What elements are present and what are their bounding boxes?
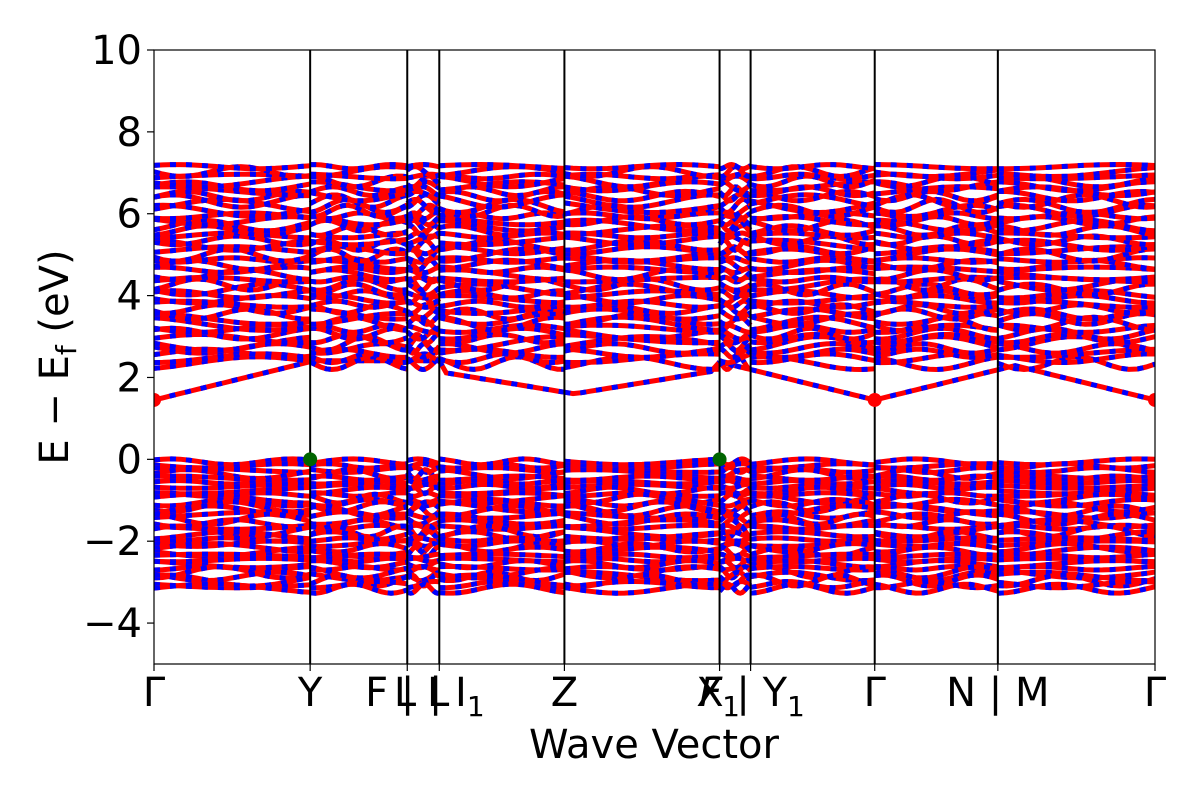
y-axis-ticks: −4 −2 0 2 4 6 8 10 xyxy=(83,28,154,647)
x-tick-label: X | Y1 xyxy=(696,670,805,723)
band-line-spin-down xyxy=(154,237,1155,253)
band-line-spin-down xyxy=(154,322,1155,335)
band-line-spin-down xyxy=(154,478,1155,487)
y-tick-label: −2 xyxy=(83,519,142,565)
cbm-marker xyxy=(867,392,882,407)
band-line-spin-down xyxy=(154,298,1155,310)
band-line-spin-down xyxy=(154,535,1155,544)
x-tick-label: Γ xyxy=(143,670,166,716)
x-tick-label: F1 xyxy=(699,670,740,723)
band-line-spin-down xyxy=(154,481,1155,491)
y-tick-label: 8 xyxy=(117,110,142,156)
y-axis-label-sub: f xyxy=(50,344,83,355)
y-tick-label: 10 xyxy=(91,28,142,74)
band-line-spin-down xyxy=(154,467,1155,482)
x-tick-label: L | I1 xyxy=(394,670,485,723)
x-tick-label: N | M xyxy=(946,670,1049,716)
plot-frame xyxy=(153,49,1156,665)
y-tick-label: 6 xyxy=(117,192,142,238)
x-axis-ticks: Γ Y F | LL | I1 Z F1X | Y1 Γ N | M Γ xyxy=(143,664,1167,723)
x-axis-label: Wave Vector xyxy=(529,722,780,768)
y-axis-label-main: E − E xyxy=(32,355,78,465)
cbm-marker xyxy=(154,392,161,407)
band-line-spin-down xyxy=(154,267,1155,283)
y-tick-label: −4 xyxy=(83,601,142,647)
band-line-spin-down xyxy=(154,538,1155,549)
x-tick-label: Γ xyxy=(864,670,887,716)
x-tick-label: Z xyxy=(551,670,578,716)
band-line-spin-down xyxy=(154,456,1155,468)
y-tick-label: 2 xyxy=(117,355,142,401)
y-tick-label: 4 xyxy=(117,274,142,320)
band-line-spin-down xyxy=(154,217,1155,234)
band-line-spin-down xyxy=(154,161,1155,172)
band-line-spin-down xyxy=(154,257,1155,273)
cbm-marker xyxy=(1148,392,1155,407)
band-line-spin-down xyxy=(154,264,1155,276)
x-tick-label: F | L xyxy=(365,670,450,716)
y-tick-label: 0 xyxy=(117,437,142,483)
y-axis-label-unit: (eV) xyxy=(32,249,78,345)
band-line-spin-down xyxy=(154,306,1155,322)
band-line-spin-down xyxy=(154,288,1155,301)
band-line-spin-down xyxy=(154,581,1155,596)
band-line-spin-down xyxy=(154,509,1155,521)
band-line-spin-down xyxy=(154,555,1155,565)
y-axis-label: E − Ef (eV) xyxy=(32,249,83,464)
band-line-spin-down xyxy=(154,171,1155,182)
x-tick-label: Γ xyxy=(1144,670,1167,716)
kpoint-divider-lines xyxy=(309,50,999,664)
band-line-spin-down xyxy=(154,351,1155,366)
band-line-spin-down xyxy=(154,188,1155,204)
band-lines xyxy=(154,161,1155,596)
vbm-marker xyxy=(712,452,727,467)
band-extrema-markers xyxy=(154,392,1155,467)
x-tick-label: Y xyxy=(297,670,323,716)
vbm-marker xyxy=(303,452,318,467)
band-line-spin-down xyxy=(154,346,1155,360)
band-line-spin-down xyxy=(154,461,1155,471)
